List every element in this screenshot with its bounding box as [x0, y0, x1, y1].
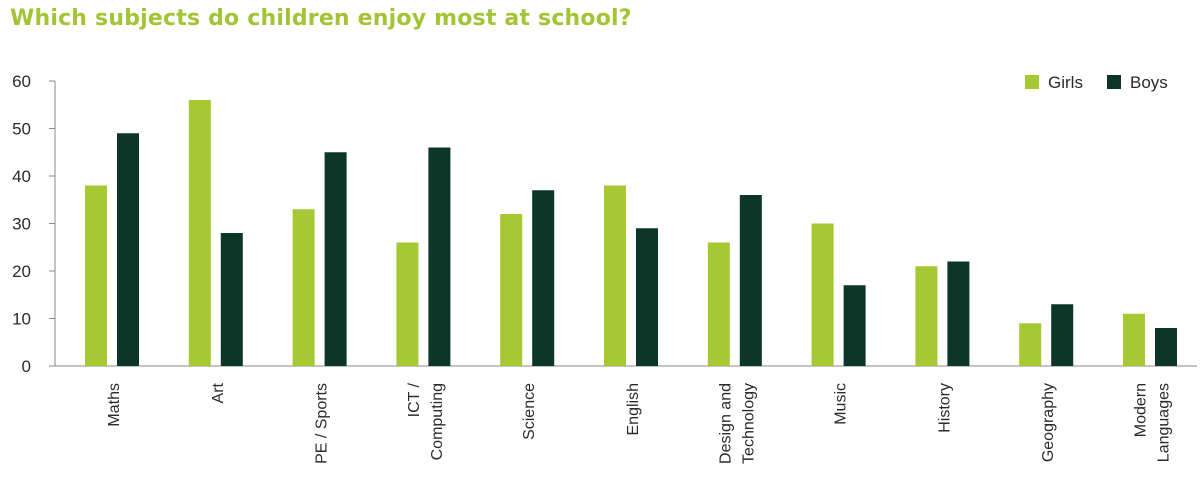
x-tick-label-line: Music [833, 383, 850, 425]
x-tick-label-line: Languages [1156, 383, 1173, 462]
bar-girls [915, 266, 938, 366]
y-tick-label: 10 [12, 310, 31, 329]
x-tick-label-line: English [625, 383, 642, 435]
x-tick-label-line: Computing [429, 383, 446, 460]
x-tick-label-line: Technology [740, 383, 757, 464]
bar-boys [324, 152, 347, 366]
x-tick-label: Music [833, 383, 850, 425]
bar-girls [396, 242, 419, 366]
legend: Girls Boys [1025, 73, 1168, 92]
bar-girls [1019, 323, 1042, 366]
bar-boys [1155, 328, 1177, 366]
x-tick-label: Art [210, 382, 227, 403]
bar-boys [843, 285, 866, 366]
bar-boys [220, 233, 243, 366]
y-tick-label: 50 [12, 120, 31, 139]
x-tick-label-line: Maths [106, 383, 123, 427]
legend-swatch-girls [1025, 75, 1039, 89]
bar-boys [947, 261, 970, 366]
y-tick-label: 20 [12, 262, 31, 281]
x-tick-label: Modern Languages [1133, 383, 1173, 462]
bar-boys [117, 133, 139, 366]
x-tick-label: PE / Sports [314, 383, 331, 464]
x-tick-label-line: Science [521, 383, 538, 440]
x-tick-label: ICT / Computing [406, 382, 446, 460]
y-tick-label: 60 [12, 72, 31, 91]
x-tick-label: Maths [106, 383, 123, 427]
bar-boys [739, 195, 762, 366]
bars [85, 100, 1177, 366]
y-tick-label: 30 [12, 215, 31, 234]
x-tick-label-line: History [936, 383, 953, 433]
bar-girls [604, 185, 626, 366]
y-tick-label: 40 [12, 167, 31, 186]
bar-boys [428, 147, 451, 366]
x-axis-labels: Maths Art PE / Sports ICT / Computing Science… [106, 382, 1173, 464]
x-tick-label: History [936, 383, 953, 433]
bar-boys [1051, 304, 1074, 366]
legend-swatch-boys [1107, 75, 1121, 89]
x-tick-label-line: ICT / [406, 382, 423, 417]
legend-label-girls: Girls [1048, 73, 1083, 92]
x-tick-label: English [625, 383, 642, 435]
x-tick-label-line: Art [210, 382, 227, 403]
x-tick-label-line: Design and [717, 383, 734, 464]
bar-boys [636, 228, 658, 366]
bar-girls [500, 214, 523, 366]
x-tick-label-line: PE / Sports [314, 383, 331, 464]
bar-girls [1123, 313, 1145, 366]
x-tick-label: Science [521, 383, 538, 440]
bar-boys [532, 190, 555, 366]
bar-girls [85, 185, 107, 366]
legend-label-boys: Boys [1130, 73, 1168, 92]
bar-girls [707, 242, 730, 366]
bar-girls [811, 223, 834, 366]
x-tick-label-line: Geography [1040, 383, 1057, 462]
x-tick-label-line: Modern [1133, 383, 1150, 437]
x-tick-label: Geography [1040, 383, 1057, 462]
y-tick-label: 0 [22, 357, 31, 376]
chart-title: Which subjects do children enjoy most at… [10, 6, 632, 31]
bar-girls [188, 100, 211, 366]
x-tick-label: Design and Technology [717, 383, 757, 464]
bar-girls [292, 209, 315, 366]
